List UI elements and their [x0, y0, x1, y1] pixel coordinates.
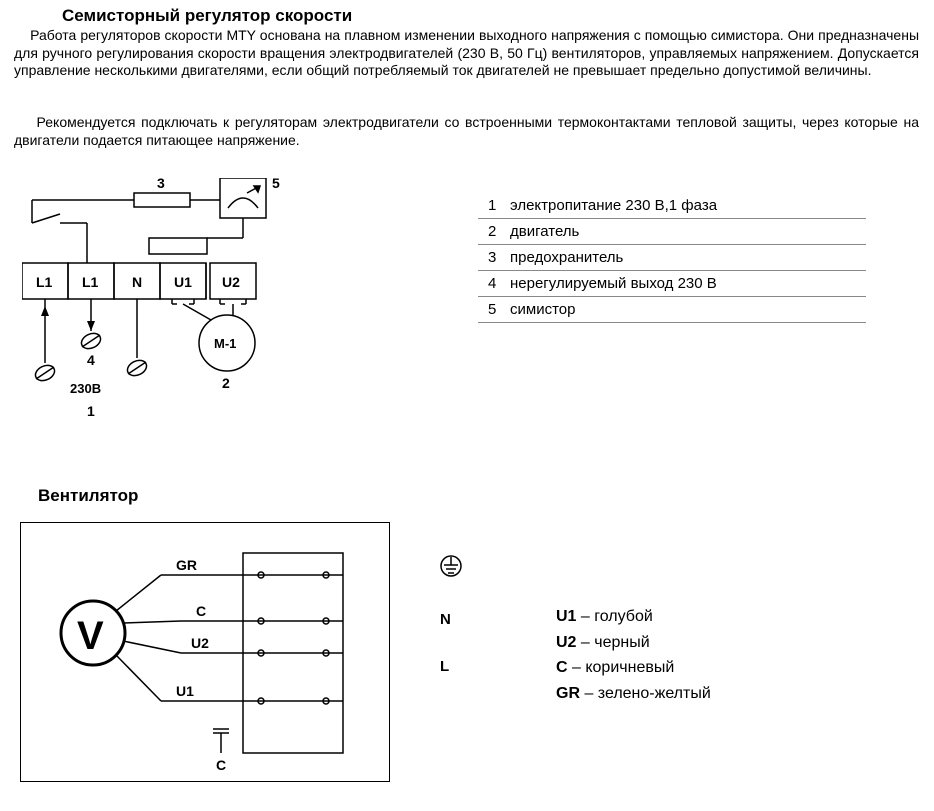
sym-L: L — [440, 658, 462, 675]
legend-row: 4нерегулируемый выход 230 В — [478, 271, 866, 297]
legend-num: 3 — [478, 245, 506, 271]
wire-lbl: C — [556, 659, 568, 676]
paragraph-2: Рекомендуется подключать к регуляторам э… — [14, 114, 919, 149]
legend-row: 3предохранитель — [478, 245, 866, 271]
wire-U1: U1 — [176, 683, 194, 699]
para1-text: Работа регуляторов скорости MTY основана… — [14, 27, 919, 78]
callout-1: 1 — [87, 403, 95, 419]
legend-row: 5симистор — [478, 297, 866, 323]
term-L1a: L1 — [36, 274, 53, 290]
paragraph-1: Работа регуляторов скорости MTY основана… — [14, 27, 919, 80]
legend-text: электропитание 230 В,1 фаза — [506, 193, 866, 219]
ground-icon — [440, 555, 462, 581]
wire-C: C — [196, 603, 206, 619]
term-N: N — [132, 274, 142, 290]
wire-txt: – голубой — [576, 608, 652, 625]
term-U2: U2 — [222, 274, 240, 290]
legend-num: 2 — [478, 219, 506, 245]
term-L1b: L1 — [82, 274, 99, 290]
legend-text: предохранитель — [506, 245, 866, 271]
wire-txt: – черный — [576, 634, 649, 651]
legend-text: двигатель — [506, 219, 866, 245]
wire-lbl: GR — [556, 685, 580, 702]
wire-lbl: U1 — [556, 608, 576, 625]
legend-text: симистор — [506, 297, 866, 323]
diagram-fan: V GR C U2 U1 C — [20, 522, 390, 782]
legend-row: 2двигатель — [478, 219, 866, 245]
legend-num: 1 — [478, 193, 506, 219]
callout-4: 4 — [87, 352, 95, 368]
wire-txt: – коричневый — [568, 659, 675, 676]
legend-num: 4 — [478, 271, 506, 297]
wire-line: U2 – черный — [556, 630, 711, 656]
label-230v: 230В — [70, 381, 101, 396]
wire-lbl: U2 — [556, 634, 576, 651]
legend-text: нерегулируемый выход 230 В — [506, 271, 866, 297]
page-title: Семисторный регулятор скорости — [62, 6, 352, 26]
subtitle-fan: Вентилятор — [38, 486, 138, 506]
wire-Cb: C — [216, 757, 226, 773]
legend-num: 5 — [478, 297, 506, 323]
term-U1: U1 — [174, 274, 192, 290]
callout-5: 5 — [272, 178, 280, 191]
legend-symbols: N L — [440, 555, 462, 705]
sym-N: N — [440, 611, 462, 628]
legend-table: 1электропитание 230 В,1 фаза 2двигатель … — [478, 193, 866, 323]
wire-line: U1 – голубой — [556, 604, 711, 630]
wire-U2: U2 — [191, 635, 209, 651]
para2-text: Рекомендуется подключать к регуляторам э… — [14, 114, 919, 148]
callout-3: 3 — [157, 178, 165, 191]
wire-color-legend: U1 – голубой U2 – черный C – коричневый … — [556, 604, 711, 706]
wire-GR: GR — [176, 557, 197, 573]
wire-line: C – коричневый — [556, 655, 711, 681]
diagram-regulator: L1 L1 N U1 U2 3 5 M-1 2 4 230В 1 — [22, 178, 322, 428]
v-symbol: V — [77, 614, 104, 658]
legend-row: 1электропитание 230 В,1 фаза — [478, 193, 866, 219]
wire-line: GR – зелено-желтый — [556, 681, 711, 707]
wire-txt: – зелено-желтый — [580, 685, 711, 702]
callout-2: 2 — [222, 375, 230, 391]
motor-label: M-1 — [214, 336, 236, 351]
